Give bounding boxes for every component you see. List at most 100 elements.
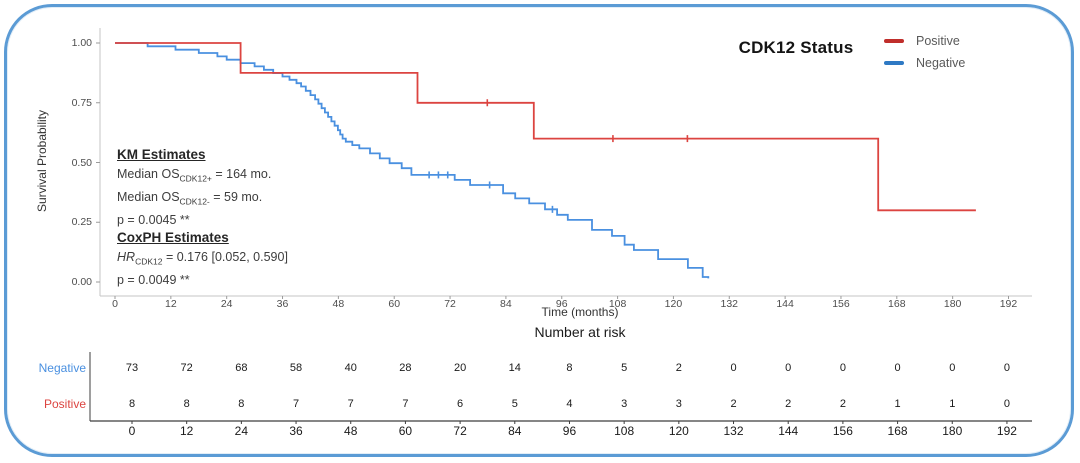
y-tick-label: 0.50 [71, 156, 92, 169]
x-axis-title: Time (months) [541, 305, 619, 319]
x-tick-label: 120 [664, 298, 683, 310]
risk-tick-label: 192 [996, 424, 1017, 438]
risk-count: 7 [402, 398, 409, 410]
risk-count: 0 [730, 362, 737, 374]
annotation-line: p = 0.0049 ** [117, 273, 190, 287]
x-tick-label: 84 [500, 298, 512, 310]
risk-count: 58 [289, 362, 303, 374]
risk-count: 8 [238, 398, 245, 410]
x-tick-label: 72 [444, 298, 456, 310]
risk-count: 2 [785, 398, 792, 410]
y-axis-title: Survival Probability [35, 109, 49, 213]
risk-tick-label: 84 [508, 424, 522, 438]
legend-title: CDK12 Status [738, 38, 854, 57]
y-tick-label: 0.25 [71, 216, 92, 229]
risk-count: 0 [1003, 362, 1010, 374]
positive-line-swatch [884, 39, 904, 43]
x-tick-label: 36 [276, 298, 289, 310]
risk-count: 6 [457, 398, 464, 410]
risk-count: 7 [347, 398, 354, 410]
x-tick-label: 48 [332, 298, 345, 310]
x-tick-label: 132 [720, 298, 739, 310]
x-tick-label: 180 [943, 298, 962, 310]
x-tick-label: 192 [999, 298, 1018, 310]
x-tick-label: 168 [888, 298, 906, 310]
legend: Positive Negative [884, 30, 965, 74]
slide-border [4, 4, 1074, 457]
risk-count: 2 [730, 398, 737, 410]
risk-tick-label: 72 [453, 424, 467, 438]
x-tick-label: 24 [220, 298, 233, 310]
risk-count: 4 [566, 398, 573, 410]
annotation-line: Median OSCDK12+ = 164 mo. [117, 167, 272, 184]
y-tick-label: 0.75 [71, 96, 92, 109]
legend-item-positive: Positive [884, 30, 965, 52]
risk-count: 0 [785, 362, 792, 374]
risk-count: 2 [839, 398, 846, 410]
legend-label-positive: Positive [916, 34, 960, 48]
risk-count: 7 [292, 398, 300, 410]
risk-tick-label: 120 [668, 424, 689, 438]
risk-count: 5 [511, 398, 518, 410]
risk-count: 1 [894, 398, 901, 410]
risk-table-title: Number at risk [534, 324, 626, 340]
risk-tick-label: 48 [344, 424, 358, 438]
risk-tick-label: 156 [832, 424, 853, 438]
legend-label-negative: Negative [916, 56, 966, 70]
risk-count: 28 [399, 362, 412, 374]
risk-count: 0 [839, 362, 846, 374]
risk-count: 20 [453, 362, 467, 374]
x-tick-label: 12 [164, 298, 177, 310]
km-curve-negative [115, 42, 710, 279]
risk-tick-label: 0 [128, 424, 136, 438]
risk-count: 8 [183, 398, 190, 410]
risk-tick-label: 12 [179, 424, 194, 438]
risk-count: 0 [1003, 398, 1010, 410]
annotation-line: Median OSCDK12- = 59 mo. [117, 190, 263, 207]
risk-row-label-positive: Positive [43, 397, 86, 411]
y-tick-label: 0.00 [71, 276, 92, 288]
risk-count: 68 [235, 362, 248, 374]
annotation-heading: CoxPH Estimates [117, 230, 229, 245]
risk-count: 40 [344, 362, 357, 374]
risk-count: 8 [566, 362, 573, 374]
x-tick-label: 144 [776, 298, 794, 310]
risk-count: 73 [125, 362, 139, 374]
km-curve-positive [115, 42, 976, 212]
x-tick-label: 156 [832, 298, 850, 310]
risk-count: 0 [894, 362, 901, 374]
risk-tick-label: 36 [289, 424, 303, 438]
x-tick-label: 60 [388, 298, 401, 310]
risk-tick-label: 168 [887, 424, 908, 438]
risk-tick-label: 96 [562, 424, 577, 438]
annotation-line: HRCDK12 = 0.176 [0.052, 0.590] [117, 250, 288, 267]
risk-tick-label: 24 [234, 424, 249, 438]
x-tick-label: 0 [112, 298, 118, 310]
risk-tick-label: 108 [614, 424, 635, 438]
risk-tick-label: 132 [723, 424, 744, 438]
annotation-line: p = 0.0045 ** [117, 213, 190, 227]
risk-count: 14 [508, 362, 521, 374]
negative-line-swatch [884, 61, 904, 65]
x-tick-label: 96 [555, 298, 568, 310]
risk-count: 3 [675, 398, 682, 410]
risk-tick-label: 60 [398, 424, 413, 438]
risk-count: 0 [949, 362, 956, 374]
risk-count: 1 [949, 398, 956, 410]
risk-count: 3 [621, 398, 628, 410]
x-tick-label: 108 [608, 298, 627, 310]
km-estimates-annotation: KM Estimates Median OSCDK12+ = 164 mo. Med… [117, 147, 271, 230]
risk-count: 5 [621, 362, 628, 374]
legend-item-negative: Negative [884, 52, 965, 74]
risk-tick-label: 144 [778, 424, 799, 438]
y-tick-label: 1.00 [71, 37, 92, 49]
annotation-heading: KM Estimates [117, 147, 206, 162]
risk-count: 8 [128, 398, 136, 410]
risk-count: 2 [675, 362, 682, 374]
risk-row-label-negative: Negative [38, 361, 86, 375]
coxph-estimates-annotation: CoxPH Estimates HRCDK12 = 0.176 [0.052, 0… [117, 230, 288, 290]
risk-tick-label: 180 [942, 424, 963, 438]
risk-count: 72 [180, 362, 193, 374]
